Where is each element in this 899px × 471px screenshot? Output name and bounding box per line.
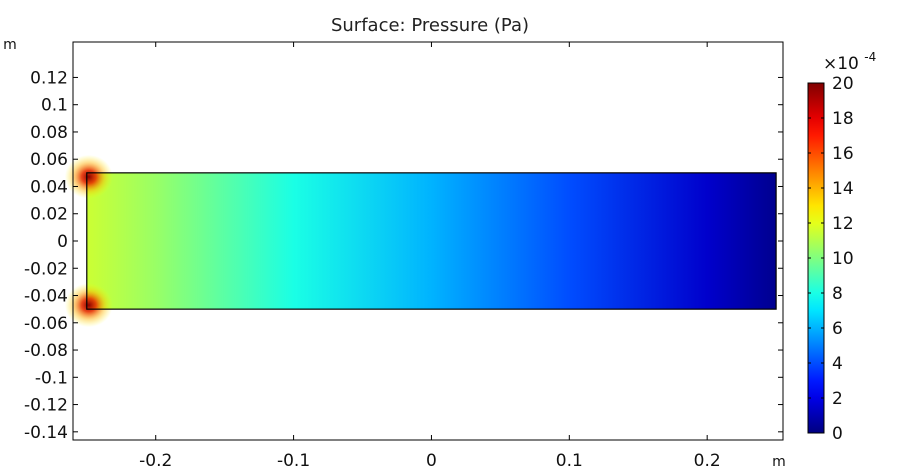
y-tick-label: 0.12 xyxy=(30,68,68,88)
x-axis: -0.2 -0.1 0 0.1 0.2 xyxy=(139,42,721,471)
colorbar-tick-label: 20 xyxy=(832,74,854,94)
colorbar-tick-label: 4 xyxy=(832,354,843,374)
y-tick-label: -0.14 xyxy=(24,423,68,443)
hotspot-bottom-left xyxy=(64,283,113,328)
y-tick-label: 0.02 xyxy=(30,205,68,225)
hotspot-top-left xyxy=(64,154,113,199)
colorbar-scale-exponent: -4 xyxy=(864,50,876,64)
x-tick-label: 0 xyxy=(426,451,437,471)
colorbar-tick-label: 14 xyxy=(832,179,854,199)
y-tick-label: -0.04 xyxy=(24,287,68,307)
colorbar-scale-base: ×10 xyxy=(823,54,859,74)
colorbar-tick-label: 18 xyxy=(832,109,854,129)
colorbar-tick-label: 0 xyxy=(832,424,843,444)
y-tick-label: 0.06 xyxy=(30,150,68,170)
colorbar-tick-label: 8 xyxy=(832,284,843,304)
x-tick-label: 0.2 xyxy=(694,451,721,471)
colorbar-tick-label: 10 xyxy=(832,249,854,269)
colorbar-tick-label: 2 xyxy=(832,389,843,409)
y-axis: 0.12 0.1 0.08 0.06 0.04 0.02 0 -0.02 -0.04 -0.06 -… xyxy=(24,68,783,443)
x-tick-label: -0.1 xyxy=(277,451,310,471)
x-tick-label: 0.1 xyxy=(556,451,583,471)
colorbar-scale-label: ×10 -4 xyxy=(823,50,876,74)
pressure-domain-surface xyxy=(86,172,777,310)
y-tick-label: 0.1 xyxy=(41,96,68,116)
x-axis-unit-label: m xyxy=(772,454,786,470)
y-tick-label: -0.02 xyxy=(24,259,68,279)
x-tick-label: -0.2 xyxy=(139,451,172,471)
y-axis-unit-label: m xyxy=(3,37,17,53)
y-tick-label: -0.06 xyxy=(24,314,68,334)
y-tick-label: -0.08 xyxy=(24,341,68,361)
colorbar-tick-label: 6 xyxy=(832,319,843,339)
pressure-domain-outline xyxy=(86,172,777,310)
colorbar-axis: 0 2 4 6 8 10 12 14 16 18 20 xyxy=(808,74,854,444)
chart-title: Surface: Pressure (Pa) xyxy=(331,15,529,36)
y-tick-label: -0.1 xyxy=(35,368,68,388)
y-tick-label: 0 xyxy=(57,232,68,252)
y-tick-label: -0.12 xyxy=(24,396,68,416)
colorbar-tick-label: 16 xyxy=(832,144,854,164)
y-tick-label: 0.08 xyxy=(30,123,68,143)
y-tick-label: 0.04 xyxy=(30,177,68,197)
colorbar-tick-label: 12 xyxy=(832,214,854,234)
